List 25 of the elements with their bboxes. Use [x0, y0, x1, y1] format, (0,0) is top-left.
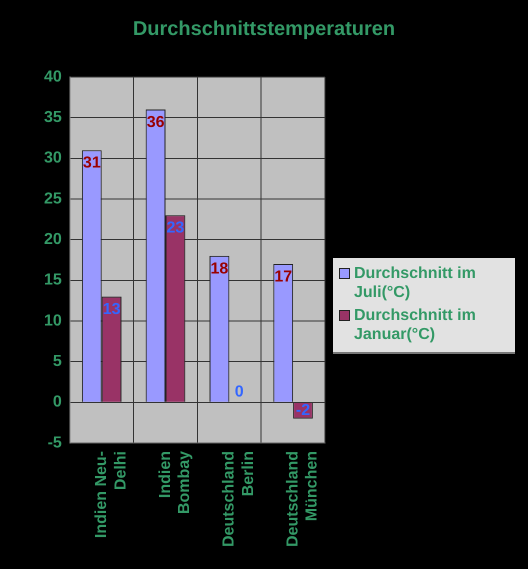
data-label: 17 [274, 268, 292, 286]
y-tick-label: -5 [48, 434, 62, 452]
y-tick-label: 30 [44, 150, 62, 167]
y-tick-label: 40 [44, 68, 62, 86]
y-tick-label: 15 [44, 272, 62, 289]
y-tick-label: 5 [52, 353, 62, 370]
x-tick-label: Indien Bombay [156, 450, 194, 514]
data-label: 36 [146, 114, 165, 131]
data-label: 31 [82, 154, 101, 172]
y-tick-label: 20 [44, 231, 62, 248]
legend-label: Durchschnitt im Januar(°C) [354, 306, 477, 344]
data-label: 18 [210, 260, 228, 278]
x-tick-label: Indien Neu-Delhi [93, 450, 130, 538]
chart-title: Durchschnittstemperaturen [132, 18, 396, 41]
legend-label: Durchschnitt im Juli(°C) [354, 264, 477, 302]
data-label: 23 [166, 220, 184, 237]
y-tick-label: 25 [44, 190, 62, 208]
y-tick-label: 10 [44, 312, 62, 330]
y-tick-label: 0 [52, 394, 62, 411]
data-label: 0 [234, 384, 244, 401]
y-tick-label: 35 [44, 109, 62, 126]
x-tick-label: Deutschland Berlin [220, 450, 257, 547]
data-label: 13 [102, 300, 121, 318]
x-tick-label: Deutschland München [284, 450, 321, 547]
data-label: -2 [296, 402, 310, 419]
